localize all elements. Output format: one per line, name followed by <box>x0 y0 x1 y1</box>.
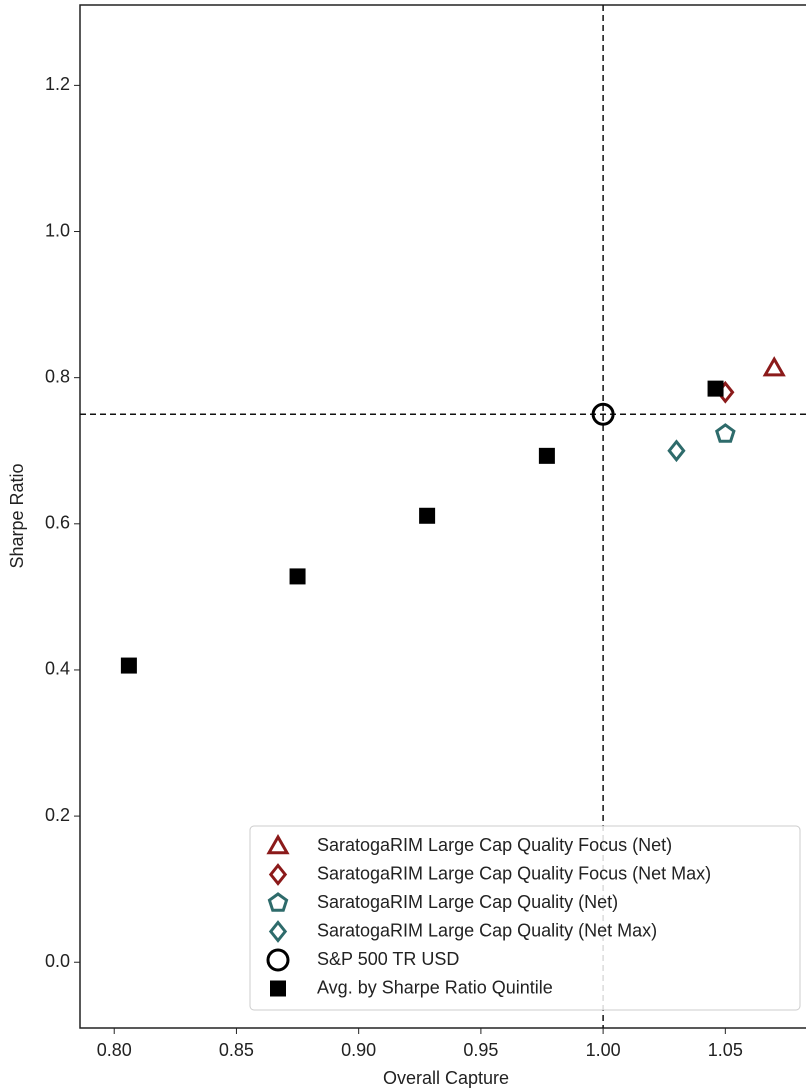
marker-square <box>707 380 724 397</box>
points <box>120 356 786 674</box>
y-tick-label: 0.4 <box>45 659 70 679</box>
legend-label: SaratogaRIM Large Cap Quality Focus (Net… <box>317 835 672 855</box>
marker-square <box>120 657 137 674</box>
y-tick-label: 0.8 <box>45 366 70 386</box>
legend-label: Avg. by Sharpe Ratio Quintile <box>317 977 553 997</box>
marker-square <box>289 568 306 585</box>
marker-triangle <box>266 833 290 855</box>
legend-label: S&P 500 TR USD <box>317 949 459 969</box>
marker-diamond <box>667 439 686 463</box>
y-axis-label: Sharpe Ratio <box>7 463 27 568</box>
marker-square <box>270 980 286 997</box>
y-tick-label: 1.2 <box>45 74 70 94</box>
x-tick-label: 0.80 <box>97 1040 132 1060</box>
marker-diamond <box>268 863 288 886</box>
marker-pentagon <box>715 423 736 443</box>
x-axis-label: Overall Capture <box>383 1068 509 1088</box>
y-tick-label: 0.0 <box>45 951 70 971</box>
x-tick-label: 1.05 <box>708 1040 743 1060</box>
marker-diamond <box>268 920 288 943</box>
marker-circle <box>266 948 290 972</box>
marker-circle <box>591 402 615 426</box>
plot-frame <box>79 4 806 1029</box>
legend-label: SaratogaRIM Large Cap Quality Focus (Net… <box>317 863 711 883</box>
y-tick-label: 0.6 <box>45 513 70 533</box>
marker-square <box>538 447 555 464</box>
x-tick-label: 1.00 <box>586 1040 621 1060</box>
marker-square <box>419 507 436 524</box>
marker-pentagon <box>267 892 289 912</box>
x-tick-label: 0.85 <box>219 1040 254 1060</box>
x-tick-label: 0.95 <box>463 1040 498 1060</box>
legend-label: SaratogaRIM Large Cap Quality (Net) <box>317 892 618 912</box>
y-tick-label: 1.0 <box>45 220 70 240</box>
legend-label: SaratogaRIM Large Cap Quality (Net Max) <box>317 920 657 940</box>
marker-triangle <box>762 356 786 377</box>
legend-box <box>249 825 801 1011</box>
y-tick-label: 0.2 <box>45 805 70 825</box>
x-tick-label: 0.90 <box>341 1040 376 1060</box>
